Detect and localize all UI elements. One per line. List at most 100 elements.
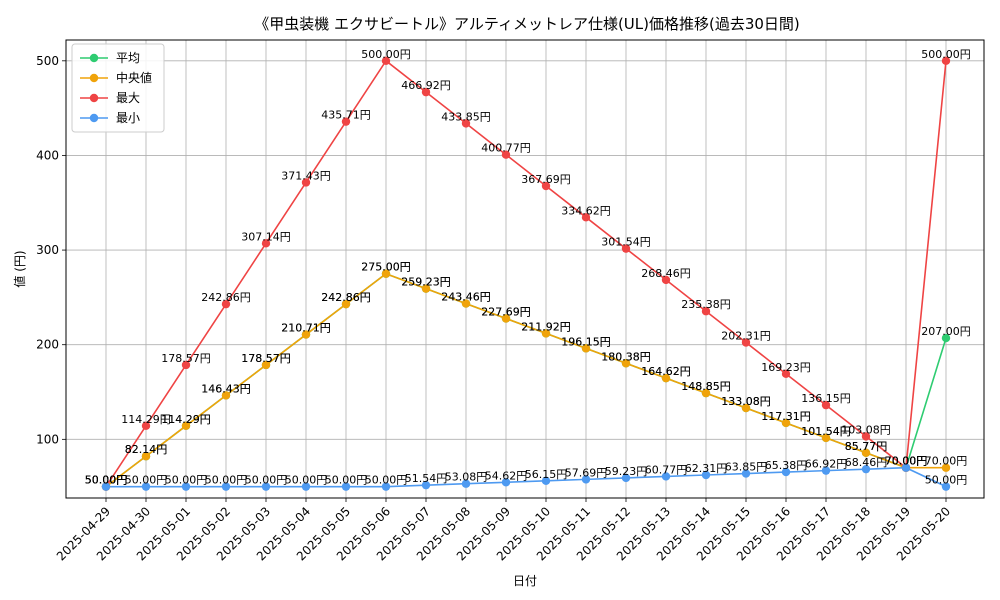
data-point (581, 344, 591, 353)
data-point (621, 473, 631, 483)
data-point (781, 369, 791, 379)
data-label: 301.54円 (601, 236, 651, 249)
data-label: 164.62円 (641, 365, 691, 378)
data-label: 146.43円 (201, 382, 251, 395)
data-label: 82.14円 (125, 443, 168, 456)
data-point (301, 482, 311, 491)
data-label: 54.62円 (485, 469, 528, 482)
legend-marker (89, 53, 99, 63)
series-line (106, 466, 947, 488)
data-point (901, 463, 911, 472)
legend-box (71, 43, 165, 133)
data-label: 85.77円 (845, 440, 888, 453)
data-label: 50.00円 (925, 474, 968, 487)
data-point (821, 400, 831, 410)
legend-entry: 最大 (116, 91, 140, 105)
data-point (141, 421, 151, 431)
legend-entry: 中央値 (116, 70, 152, 85)
data-point (181, 360, 191, 370)
data-point (141, 452, 151, 461)
data-label: 60.77円 (645, 463, 688, 476)
data-label: 169.23円 (761, 361, 811, 374)
data-labels: 50.00円 82.14円 114.29円 146.43円 178.57円 210.71円… (85, 48, 971, 487)
data-label: 243.46円 (441, 291, 491, 304)
data-label: 50.00円 (85, 474, 128, 487)
data-label: 66.92円 (805, 458, 848, 471)
data-label: 146.43円 (201, 382, 251, 395)
data-label: 242.86円 (201, 291, 251, 304)
data-point (301, 178, 311, 187)
data-label: 56.15円 (525, 468, 568, 481)
data-point (261, 239, 271, 248)
legend-entry: 最小 (116, 111, 140, 125)
data-label: 180.38円 (601, 350, 651, 363)
data-label: 242.86円 (321, 291, 371, 304)
data-point (101, 482, 111, 491)
data-label: 82.14円 (125, 443, 168, 456)
grid (66, 40, 984, 498)
chart-title: 《甲虫装機 エクサビートル》アルティメットレア仕様(UL)価格推移(過去30日間… (254, 15, 800, 33)
data-label: 133.08円 (721, 395, 771, 408)
data-point (701, 307, 711, 316)
data-label: 334.62円 (561, 204, 611, 217)
data-point (741, 338, 751, 347)
data-point (501, 314, 511, 323)
data-point (501, 478, 511, 487)
data-point (621, 359, 631, 368)
data-label: 180.38円 (601, 350, 651, 363)
data-label: 117.31円 (761, 410, 811, 423)
data-point (421, 284, 431, 293)
data-label: 235.38円 (681, 298, 731, 311)
data-point (381, 56, 391, 66)
data-point (541, 476, 551, 486)
data-point (421, 480, 431, 490)
data-point (861, 464, 871, 474)
data-label: 50.00円 (85, 474, 128, 487)
data-point (301, 330, 311, 339)
data-point (341, 299, 351, 309)
data-label: 103.08円 (841, 423, 891, 436)
data-label: 50.00円 (365, 474, 408, 487)
legend-marker (89, 93, 99, 103)
data-point (181, 482, 191, 491)
data-point (701, 470, 711, 480)
data-label: 148.85円 (681, 380, 731, 393)
data-point (341, 482, 351, 491)
data-point (821, 433, 831, 443)
data-label: 196.15円 (561, 335, 611, 348)
data-point (781, 467, 791, 477)
data-label: 50.00円 (285, 474, 328, 487)
data-label: 275.00円 (361, 261, 411, 274)
y-axis-ticks: 100 200 300 400 500 (36, 54, 66, 446)
data-point (621, 244, 631, 253)
data-point (941, 463, 951, 472)
data-label: 50.00円 (165, 474, 208, 487)
data-point (461, 479, 471, 488)
data-point (341, 117, 351, 126)
data-point (461, 119, 471, 128)
data-point (861, 448, 871, 457)
data-point (741, 403, 751, 413)
data-point (181, 421, 191, 431)
data-point (221, 482, 231, 491)
legend-entry: 平均 (116, 51, 140, 65)
data-label: 400.77円 (481, 142, 531, 155)
data-label: 68.46円 (845, 456, 888, 469)
data-label: 275.00円 (361, 261, 411, 274)
data-label: 500.00円 (361, 48, 411, 61)
data-point (661, 275, 671, 285)
data-label: 466.92円 (401, 79, 451, 92)
data-label: 500.00円 (921, 48, 971, 61)
y-tick-label: 400 (36, 148, 59, 162)
y-tick-label: 200 (36, 338, 59, 352)
series-line (105, 272, 946, 488)
data-point (741, 469, 751, 478)
data-label: 50.00円 (85, 474, 128, 487)
data-point (221, 299, 231, 309)
data-label: 70.00円 (885, 455, 928, 468)
data-label: 164.62円 (641, 365, 691, 378)
data-point (221, 391, 231, 400)
data-point (501, 150, 511, 159)
data-label: 50.00円 (205, 474, 248, 487)
